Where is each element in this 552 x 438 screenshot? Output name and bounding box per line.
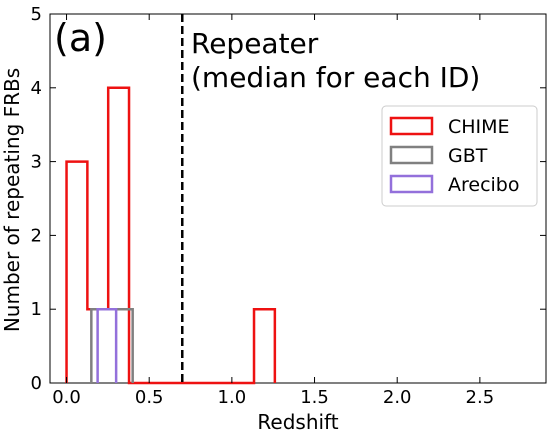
x-tick-label: 2.5 [466,387,495,408]
x-tick-label: 1.5 [300,387,329,408]
x-tick-label: 0.0 [52,387,81,408]
annotation-line: (median for each ID) [191,61,480,94]
legend: CHIME GBT Arecibo [381,105,538,207]
x-axis-label: Redshift [257,410,338,434]
legend-label-arecibo: Arecibo [448,174,520,196]
histogram-chime [65,86,277,385]
panel-label: (a) [54,16,107,60]
legend-swatch-chime [389,116,434,136]
legend-label-chime: CHIME [448,116,510,138]
y-tick-label: 2 [31,225,42,246]
y-tick-label: 5 [31,4,42,25]
annotation-text: Repeater (median for each ID) [191,27,480,94]
legend-label-gbt: GBT [448,145,488,167]
y-tick-label: 1 [31,299,42,320]
y-tick-label: 3 [31,152,42,173]
x-tick-label: 0.5 [135,387,164,408]
tick-layer: 0.0 0.5 1.0 1.5 2.0 2.5 0 1 2 3 4 5 [31,4,546,408]
legend-swatch-arecibo [389,174,434,194]
y-tick-label: 4 [31,78,42,99]
plot-area [49,13,547,384]
legend-swatch-gbt [389,145,434,165]
x-tick-label: 1.0 [218,387,247,408]
y-tick-label: 0 [31,373,42,394]
axes-frame [49,13,547,384]
legend-frame [381,105,538,207]
series-layer [65,86,277,385]
x-tick-label: 2.0 [383,387,412,408]
histogram-arecibo [96,307,118,383]
y-axis-label: Number of repeating FRBs [0,68,24,332]
annotation-line: Repeater [191,27,319,60]
